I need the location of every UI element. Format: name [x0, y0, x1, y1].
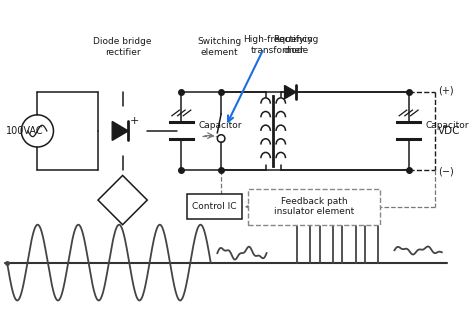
Text: (−): (−) [438, 166, 454, 177]
Polygon shape [284, 85, 296, 99]
Text: Switching
element: Switching element [197, 37, 241, 57]
Text: 100VAC: 100VAC [6, 126, 44, 136]
Text: Capacitor: Capacitor [199, 121, 242, 130]
Text: +: + [130, 117, 140, 126]
Text: (+): (+) [438, 85, 454, 95]
Bar [187, 194, 242, 219]
Text: Feedback path
insulator element: Feedback path insulator element [274, 197, 354, 216]
Text: Control IC: Control IC [192, 202, 237, 211]
Text: VDC: VDC [438, 126, 461, 136]
Text: Rectifying
diode: Rectifying diode [273, 35, 319, 55]
Polygon shape [112, 121, 128, 140]
Text: Capacitor: Capacitor [426, 121, 469, 130]
Text: High-frequency
transformer: High-frequency transformer [243, 35, 313, 55]
FancyBboxPatch shape [247, 189, 380, 225]
Text: Diode bridge
rectifier: Diode bridge rectifier [93, 37, 152, 57]
